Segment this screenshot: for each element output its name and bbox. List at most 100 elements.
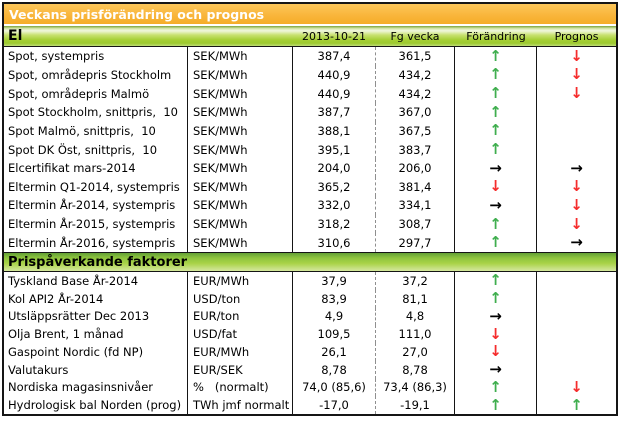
forecast-cell — [537, 272, 616, 290]
previous-value: 8,78 — [375, 360, 455, 379]
row-unit: EUR/MWh — [188, 272, 293, 290]
change-cell: ↑ — [455, 47, 537, 66]
forecast-cell: → — [537, 233, 616, 252]
col-header-prev-week: Fg vecka — [390, 29, 440, 43]
table-row: Tyskland Base År-2014 EUR/MWh 37,9 37,2 … — [4, 272, 616, 290]
row-label: Gaspoint Nordic (fd NP) — [4, 343, 188, 361]
change-cell: ↑ — [455, 140, 537, 159]
row-unit: SEK/MWh — [188, 84, 293, 103]
current-value: 388,1 — [317, 123, 351, 138]
current-value: 310,6 — [317, 235, 351, 250]
current-value: 4,9 — [324, 309, 344, 324]
previous-value: 334,1 — [375, 196, 455, 215]
table-row: Spot Stockholm, snittpris, 10 SEK/MWh 38… — [4, 102, 616, 122]
previous-value: 381,4 — [375, 177, 455, 197]
up-arrow-icon: ↑ — [489, 271, 502, 290]
current-value: 440,9 — [317, 86, 351, 101]
current-value: -17,0 — [319, 398, 349, 413]
previous-value: 297,7 — [375, 233, 455, 253]
forecast-cell — [537, 325, 616, 343]
previous-value: 111,0 — [375, 325, 455, 343]
up-arrow-icon: ↑ — [489, 233, 502, 252]
current-value: 83,9 — [321, 291, 347, 306]
row-unit: SEK/MWh — [188, 121, 293, 141]
row-unit: SEK/MWh — [188, 140, 293, 159]
down-arrow-icon: ↓ — [570, 214, 583, 233]
col-header-forecast: Prognos — [554, 29, 599, 43]
right-arrow-icon: → — [489, 158, 502, 177]
row-label: Eltermin År-2014, systempris — [4, 196, 188, 215]
previous-value: 434,2 — [375, 84, 455, 103]
row-unit: USD/fat — [188, 325, 293, 343]
forecast-cell: ↓ — [537, 47, 616, 66]
change-cell: → — [455, 360, 537, 379]
table-row: Nordiska magasinsnivåer % (normalt) 74,0… — [4, 378, 616, 397]
table-row: Utsläppsrätter Dec 2013 EUR/ton 4,9 4,8 … — [4, 306, 616, 326]
right-arrow-icon: → — [489, 195, 502, 214]
forecast-cell: → — [537, 159, 616, 178]
down-arrow-icon: ↓ — [489, 342, 502, 361]
forecast-cell: ↓ — [537, 215, 616, 234]
current-value: 440,9 — [317, 67, 351, 82]
table-row: Valutakurs EUR/SEK 8,78 8,78 → — [4, 360, 616, 379]
change-cell: ↑ — [455, 233, 537, 253]
row-label: Eltermin År-2015, systempris — [4, 214, 188, 234]
previous-value: 383,7 — [375, 140, 455, 159]
table-row: Gaspoint Nordic (fd NP) EUR/MWh 26,1 27,… — [4, 343, 616, 361]
row-unit: SEK/MWh — [188, 196, 293, 215]
row-unit: SEK/MWh — [188, 233, 293, 253]
change-cell: ↓ — [455, 343, 537, 361]
up-arrow-icon: ↑ — [489, 395, 502, 414]
row-unit: SEK/MWh — [188, 177, 293, 197]
section-el-label: El — [8, 28, 23, 44]
forecast-cell — [537, 290, 616, 308]
change-cell: ↑ — [455, 214, 537, 234]
current-value: 109,5 — [317, 327, 351, 342]
down-arrow-icon: ↓ — [570, 195, 583, 214]
row-label: Spot, områdepris Stockholm — [4, 65, 188, 85]
forecast-cell: ↓ — [537, 84, 616, 103]
row-label: Eltermin Q1-2014, systempris — [4, 177, 188, 197]
down-arrow-icon: ↓ — [570, 377, 583, 396]
change-cell: ↑ — [455, 102, 537, 122]
previous-value: -19,1 — [375, 396, 455, 414]
row-unit: SEK/MWh — [188, 47, 293, 66]
change-cell: ↓ — [455, 325, 537, 343]
forecast-cell — [537, 361, 616, 379]
right-arrow-icon: → — [489, 306, 502, 325]
down-arrow-icon: ↓ — [489, 324, 502, 343]
current-value: 74,0 (85,6) — [302, 380, 366, 395]
right-arrow-icon: → — [570, 158, 583, 177]
row-label: Spot, systempris — [4, 47, 188, 66]
row-label: Olja Brent, 1 månad — [4, 325, 188, 343]
current-value: 365,2 — [317, 179, 351, 194]
up-arrow-icon: ↑ — [489, 121, 502, 140]
change-cell: ↑ — [455, 289, 537, 308]
forecast-cell: ↓ — [537, 379, 616, 397]
section-header-factors: Prispåverkande faktorer — [4, 252, 616, 272]
row-unit: % (normalt) — [188, 378, 293, 397]
row-label: Valutakurs — [4, 360, 188, 379]
table-row: Spot, områdepris Malmö SEK/MWh 440,9 434… — [4, 84, 616, 103]
previous-value: 27,0 — [375, 343, 455, 361]
forecast-cell: ↓ — [537, 66, 616, 85]
current-value: 204,0 — [317, 161, 351, 176]
el-rows: Spot, systempris SEK/MWh 387,4 361,5 ↑ ↓… — [4, 47, 616, 253]
forecast-cell — [537, 103, 616, 122]
factor-rows: Tyskland Base År-2014 EUR/MWh 37,9 37,2 … — [4, 272, 616, 414]
previous-value: 367,0 — [375, 102, 455, 122]
row-label: Eltermin År-2016, systempris — [4, 233, 188, 253]
change-cell: ↑ — [455, 121, 537, 141]
row-unit: SEK/MWh — [188, 214, 293, 234]
forecast-cell: ↑ — [537, 396, 616, 414]
row-label: Tyskland Base År-2014 — [4, 272, 188, 290]
change-cell: ↑ — [455, 396, 537, 414]
previous-value: 206,0 — [375, 158, 455, 178]
change-cell: ↑ — [455, 272, 537, 290]
weekly-price-table: Veckans prisförändring och prognos El 20… — [2, 2, 618, 416]
col-header-change: Förändring — [466, 29, 526, 43]
down-arrow-icon: ↓ — [570, 65, 583, 84]
right-arrow-icon: → — [489, 360, 502, 379]
down-arrow-icon: ↓ — [570, 177, 583, 196]
row-unit: EUR/MWh — [188, 343, 293, 361]
